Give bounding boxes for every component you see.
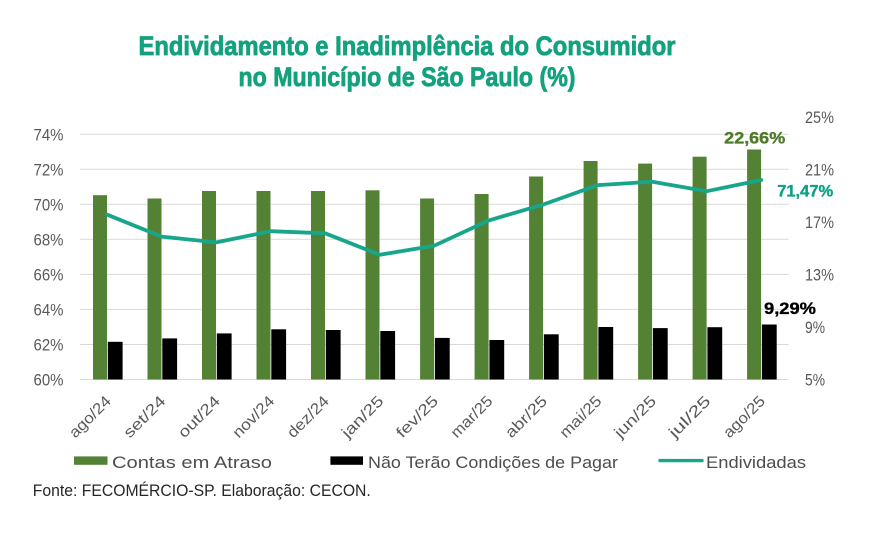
- svg-text:Contas em Atraso: Contas em Atraso: [112, 453, 272, 472]
- svg-text:Fonte: FECOMÉRCIO-SP. Elaboraç: Fonte: FECOMÉRCIO-SP. Elaboração: CECON.: [33, 481, 371, 500]
- svg-text:62%: 62%: [34, 336, 64, 355]
- svg-text:74%: 74%: [34, 125, 64, 144]
- svg-text:60%: 60%: [34, 371, 64, 390]
- svg-text:72%: 72%: [34, 161, 64, 180]
- svg-text:no Município de São Paulo (%): no Município de São Paulo (%): [239, 62, 576, 92]
- svg-text:Não Terão Condições de Pagar: Não Terão Condições de Pagar: [368, 453, 618, 472]
- svg-text:64%: 64%: [34, 301, 64, 320]
- svg-text:9%: 9%: [805, 318, 825, 337]
- svg-text:Endividadas: Endividadas: [706, 453, 806, 472]
- svg-text:9,29%: 9,29%: [764, 300, 816, 318]
- svg-text:Endividamento e Inadimplência: Endividamento e Inadimplência do Consumi…: [139, 31, 676, 61]
- svg-text:21%: 21%: [805, 161, 834, 180]
- svg-text:70%: 70%: [34, 196, 64, 215]
- svg-text:68%: 68%: [34, 231, 64, 250]
- svg-text:25%: 25%: [805, 108, 834, 127]
- svg-text:22,66%: 22,66%: [724, 129, 785, 147]
- svg-text:66%: 66%: [34, 266, 64, 285]
- svg-text:17%: 17%: [805, 213, 834, 232]
- svg-text:5%: 5%: [805, 371, 825, 390]
- svg-text:71,47%: 71,47%: [777, 183, 833, 201]
- svg-text:13%: 13%: [805, 266, 834, 285]
